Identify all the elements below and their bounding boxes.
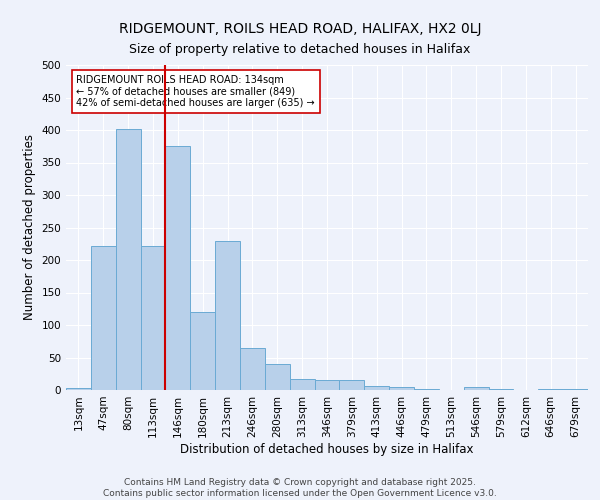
X-axis label: Distribution of detached houses by size in Halifax: Distribution of detached houses by size … xyxy=(180,442,474,456)
Bar xyxy=(91,246,116,390)
Bar xyxy=(464,387,488,390)
Bar xyxy=(364,386,389,390)
Bar xyxy=(66,388,91,390)
Bar xyxy=(314,380,340,390)
Bar xyxy=(215,241,240,390)
Text: RIDGEMOUNT, ROILS HEAD ROAD, HALIFAX, HX2 0LJ: RIDGEMOUNT, ROILS HEAD ROAD, HALIFAX, HX… xyxy=(119,22,481,36)
Bar xyxy=(116,128,140,390)
Text: Size of property relative to detached houses in Halifax: Size of property relative to detached ho… xyxy=(130,42,470,56)
Bar xyxy=(166,146,190,390)
Text: Contains HM Land Registry data © Crown copyright and database right 2025.
Contai: Contains HM Land Registry data © Crown c… xyxy=(103,478,497,498)
Bar xyxy=(140,246,166,390)
Text: RIDGEMOUNT ROILS HEAD ROAD: 134sqm
← 57% of detached houses are smaller (849)
42: RIDGEMOUNT ROILS HEAD ROAD: 134sqm ← 57%… xyxy=(76,74,315,108)
Bar xyxy=(290,379,314,390)
Bar xyxy=(190,312,215,390)
Bar xyxy=(340,380,364,390)
Bar xyxy=(563,388,588,390)
Bar xyxy=(265,364,290,390)
Bar xyxy=(538,388,563,390)
Bar xyxy=(240,348,265,390)
Bar xyxy=(389,388,414,390)
Y-axis label: Number of detached properties: Number of detached properties xyxy=(23,134,36,320)
